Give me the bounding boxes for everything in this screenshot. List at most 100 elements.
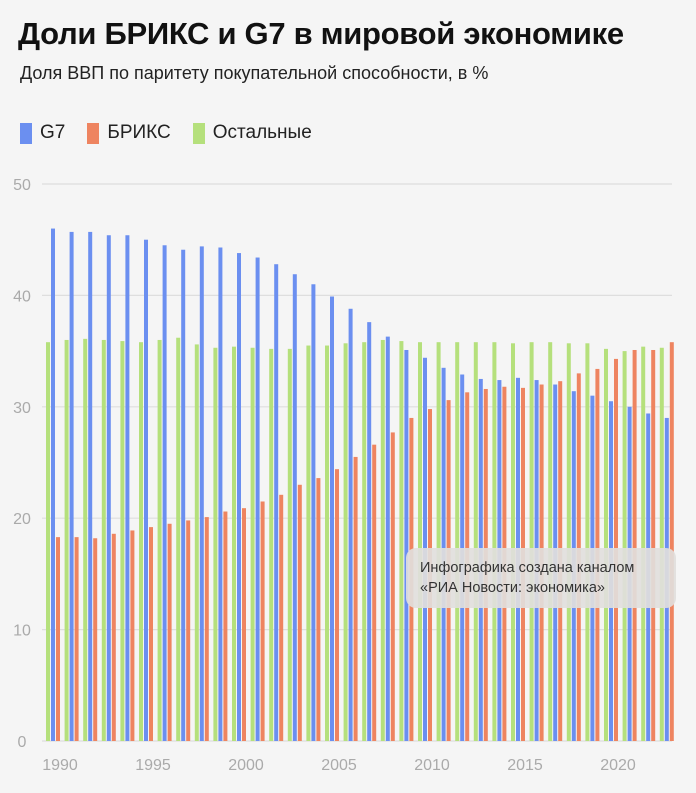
bar-brics [632, 349, 637, 741]
x-tick-label: 2020 [600, 757, 636, 774]
bar-brics [223, 511, 228, 741]
x-tick-label: 1995 [135, 757, 171, 774]
y-tick-label: 40 [13, 288, 31, 305]
bar-g7 [274, 264, 279, 741]
legend-swatch [20, 122, 32, 144]
bar-g7 [218, 247, 223, 742]
bar-g7 [106, 235, 111, 741]
bar-others [473, 342, 478, 741]
legend-swatch [87, 122, 100, 144]
bar-others [83, 338, 88, 741]
bar-g7 [348, 308, 353, 741]
bar-g7 [330, 296, 334, 741]
bar-brics [186, 520, 191, 741]
bar-others [492, 342, 497, 741]
bar-g7 [125, 235, 130, 741]
bar-g7 [51, 228, 55, 741]
legend-item-others: Остальные [192, 122, 312, 144]
source-note-line: Инфографика создана каналом [420, 560, 635, 576]
bar-others [306, 345, 311, 741]
bar-others [418, 342, 422, 741]
x-tick-label: 2015 [507, 757, 543, 774]
bar-brics [372, 444, 377, 741]
bar-others [659, 347, 664, 741]
bar-g7 [181, 249, 186, 741]
bar-others [101, 339, 106, 741]
bar-g7 [237, 253, 241, 741]
bar-others [585, 343, 590, 741]
y-tick-label: 0 [18, 734, 27, 751]
legend-swatch [192, 122, 205, 144]
bar-others [566, 343, 571, 741]
bar-g7 [255, 257, 260, 741]
bar-others [157, 339, 162, 741]
x-tick-label: 1990 [42, 757, 78, 774]
bar-g7 [311, 284, 316, 741]
bar-g7 [144, 239, 148, 741]
legend-item-brics: БРИКС [87, 122, 171, 144]
bar-g7 [292, 274, 297, 741]
legend-label: G7 [40, 122, 66, 143]
bar-others [455, 342, 460, 741]
bar-others [213, 347, 218, 741]
bar-brics [204, 517, 209, 741]
bar-others [120, 341, 125, 741]
bar-g7 [162, 245, 167, 741]
y-tick-label: 20 [13, 511, 31, 528]
bar-g7 [367, 322, 372, 741]
bar-brics [335, 469, 339, 741]
chart-title: Доли БРИКС и G7 в мировой экономике [18, 16, 624, 51]
y-tick-label: 50 [13, 177, 31, 194]
bar-g7 [385, 336, 390, 741]
bar-brics [149, 527, 153, 741]
bar-others [362, 342, 367, 741]
legend-item-g7: G7 [20, 122, 65, 144]
legend: G7 БРИКС Остальные [20, 122, 312, 144]
bar-brics [242, 508, 246, 741]
bar-others [641, 346, 646, 741]
bar-others [380, 339, 385, 741]
y-tick-label: 10 [13, 623, 31, 640]
bar-brics [167, 523, 172, 741]
bar-others [529, 342, 534, 741]
bar-brics [390, 432, 395, 741]
bar-brics [669, 342, 674, 741]
bar-brics [93, 538, 98, 741]
source-note-line: «РИА Новости: экономика» [420, 580, 605, 596]
bar-others [399, 341, 404, 741]
bar-g7 [404, 349, 409, 741]
bar-others [139, 342, 143, 741]
bar-others [604, 348, 608, 741]
bar-g7 [88, 231, 93, 742]
bar-brics [353, 456, 358, 741]
bar-others [343, 343, 348, 741]
source-note: Инфографика создана каналом «РИА Новости… [406, 548, 676, 608]
y-tick-label: 30 [13, 400, 31, 417]
bar-others [194, 344, 199, 741]
bar-brics [260, 501, 265, 741]
x-tick-label: 2010 [414, 757, 450, 774]
x-tick-label: 2000 [228, 757, 264, 774]
bar-others [250, 347, 255, 741]
bar-brics [130, 530, 135, 741]
bar-others [511, 343, 515, 741]
bar-others [436, 342, 441, 741]
x-tick-label: 2005 [321, 757, 357, 774]
bar-brics [279, 494, 284, 741]
chart-subtitle: Доля ВВП по паритету покупательной спосо… [20, 63, 489, 83]
bar-brics [316, 478, 321, 741]
bar-others [269, 348, 274, 741]
bar-g7 [69, 231, 74, 742]
bar-brics [651, 349, 656, 741]
bar-brics [56, 537, 60, 741]
bar-others [287, 348, 292, 741]
bar-brics [74, 537, 79, 741]
bar-brics [111, 533, 116, 741]
bar-others [232, 346, 236, 741]
bar-others [325, 345, 329, 741]
legend-label: БРИКС [107, 122, 171, 143]
bar-others [46, 342, 50, 741]
bar-others [176, 337, 181, 741]
